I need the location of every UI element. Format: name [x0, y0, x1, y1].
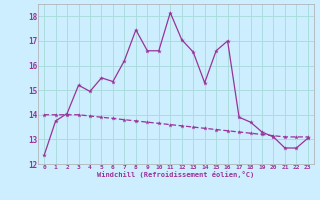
X-axis label: Windchill (Refroidissement éolien,°C): Windchill (Refroidissement éolien,°C) [97, 171, 255, 178]
